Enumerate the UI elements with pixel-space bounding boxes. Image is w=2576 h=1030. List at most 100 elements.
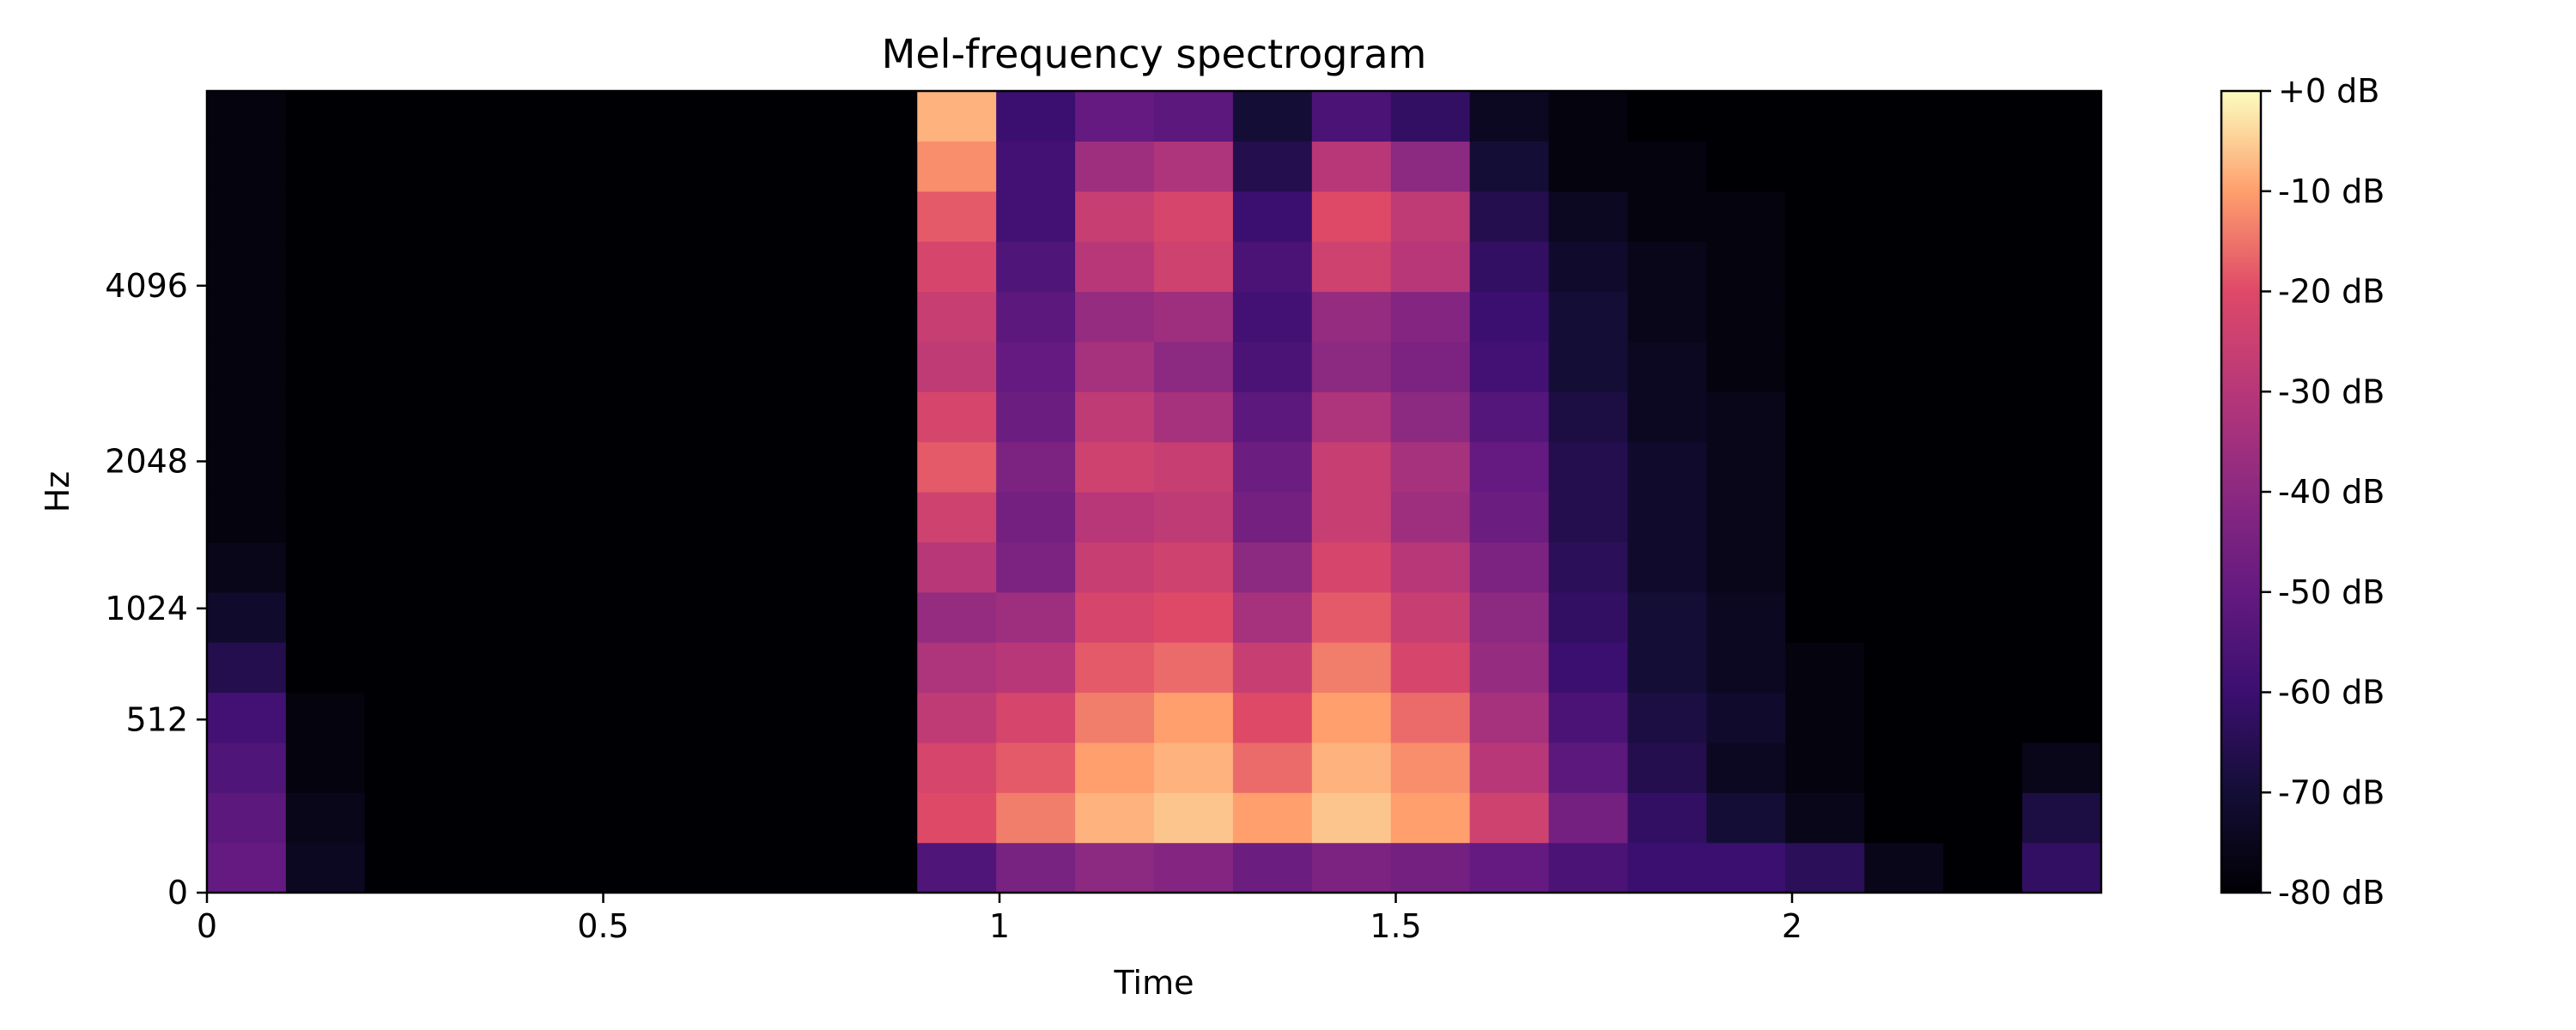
heatmap-cell — [285, 291, 366, 342]
heatmap-cell — [1627, 742, 1708, 793]
heatmap-cell — [1311, 792, 1392, 844]
heatmap-cell — [1311, 241, 1392, 293]
heatmap-cell — [364, 492, 445, 542]
heatmap-cell — [680, 492, 761, 542]
heatmap-cell — [1075, 692, 1155, 743]
heatmap-cell — [1469, 542, 1550, 593]
heatmap-cell — [1627, 91, 1708, 142]
heatmap-cell — [996, 792, 1076, 844]
x-axis-label: Time — [1114, 964, 1194, 1002]
heatmap-cell — [1469, 391, 1550, 443]
heatmap-cell — [207, 341, 287, 392]
heatmap-cell — [285, 191, 366, 242]
heatmap-cell — [522, 291, 603, 342]
heatmap-cell — [522, 542, 603, 593]
heatmap-cell — [917, 591, 997, 643]
heatmap-cell — [1075, 642, 1155, 694]
heatmap-cell — [1548, 441, 1629, 493]
y-tick-label: 1024 — [105, 590, 188, 627]
heatmap-cell — [680, 291, 761, 342]
heatmap-cell — [996, 591, 1076, 643]
heatmap-cell — [601, 141, 682, 192]
heatmap-cell — [364, 291, 445, 342]
heatmap-cell — [601, 842, 682, 894]
heatmap-cell — [917, 141, 997, 192]
heatmap-cell — [759, 341, 839, 392]
heatmap-cell — [1469, 642, 1550, 694]
heatmap-cell — [1232, 792, 1313, 844]
heatmap-cell — [1548, 642, 1629, 694]
heatmap-cell — [1390, 792, 1471, 844]
heatmap-cell — [1706, 642, 1786, 694]
heatmap-cell — [1548, 141, 1629, 192]
colorbar-tick-label: -30 dB — [2278, 373, 2385, 410]
heatmap-cell — [1627, 241, 1708, 293]
heatmap-cell — [364, 141, 445, 192]
heatmap-cell — [443, 291, 524, 342]
heatmap-cell — [522, 241, 603, 293]
heatmap-cell — [759, 191, 839, 242]
heatmap-cell — [1864, 842, 1944, 894]
heatmap-cell — [1627, 391, 1708, 443]
heatmap-cell — [2022, 391, 2102, 443]
colorbar-tick-label: -10 dB — [2278, 173, 2385, 210]
heatmap-cell — [1864, 742, 1944, 793]
heatmap-cells — [207, 91, 2102, 894]
heatmap-cell — [1075, 241, 1155, 293]
heatmap-cell — [680, 241, 761, 293]
heatmap-cell — [1785, 642, 1865, 694]
heatmap-cell — [1864, 642, 1944, 694]
heatmap-cell — [838, 241, 918, 293]
heatmap-cell — [2022, 842, 2102, 894]
heatmap-cell — [601, 492, 682, 542]
plot-area — [205, 89, 2103, 894]
heatmap-cell — [759, 642, 839, 694]
x-tick-label: 1.5 — [1370, 907, 1421, 945]
heatmap-cell — [522, 191, 603, 242]
heatmap-cell — [1548, 291, 1629, 342]
heatmap-cell — [1232, 291, 1313, 342]
heatmap-cell — [1943, 742, 2023, 793]
heatmap-cell — [364, 241, 445, 293]
heatmap-cell — [1469, 692, 1550, 743]
heatmap-cell — [443, 542, 524, 593]
heatmap-cell — [207, 191, 287, 242]
heatmap-cell — [1232, 842, 1313, 894]
heatmap-cell — [1706, 291, 1786, 342]
heatmap-cell — [1469, 591, 1550, 643]
heatmap-cell — [2022, 91, 2102, 142]
heatmap-cell — [1390, 842, 1471, 894]
x-tick-label: 0.5 — [577, 907, 629, 945]
heatmap-cell — [1785, 391, 1865, 443]
heatmap-cell — [917, 792, 997, 844]
heatmap-cell — [522, 742, 603, 793]
heatmap-cell — [1469, 742, 1550, 793]
heatmap-cell — [1469, 492, 1550, 542]
heatmap-cell — [1943, 792, 2023, 844]
heatmap-cell — [759, 291, 839, 342]
heatmap-cell — [1390, 542, 1471, 593]
heatmap-cell — [680, 591, 761, 643]
heatmap-cell — [443, 91, 524, 142]
heatmap-cell — [285, 542, 366, 593]
heatmap-cell — [1943, 291, 2023, 342]
heatmap-cell — [207, 542, 287, 593]
heatmap-cell — [680, 441, 761, 493]
heatmap-cell — [443, 842, 524, 894]
heatmap-cell — [207, 492, 287, 542]
heatmap-cell — [1390, 692, 1471, 743]
colorbar: +0 dB -10 dB -20 dB -30 dB -40 dB -50 dB -60 d… — [2220, 72, 2385, 912]
heatmap-cell — [1154, 441, 1234, 493]
heatmap-cell — [1943, 391, 2023, 443]
heatmap-cell — [1785, 742, 1865, 793]
heatmap-cell — [522, 441, 603, 493]
heatmap-cell — [838, 191, 918, 242]
heatmap-cell — [207, 642, 287, 694]
heatmap-cell — [1154, 692, 1234, 743]
heatmap-cell — [1627, 191, 1708, 242]
heatmap-cell — [1154, 792, 1234, 844]
heatmap-cell — [1706, 792, 1786, 844]
heatmap-cell — [1548, 692, 1629, 743]
heatmap-cell — [443, 642, 524, 694]
heatmap-cell — [2022, 341, 2102, 392]
